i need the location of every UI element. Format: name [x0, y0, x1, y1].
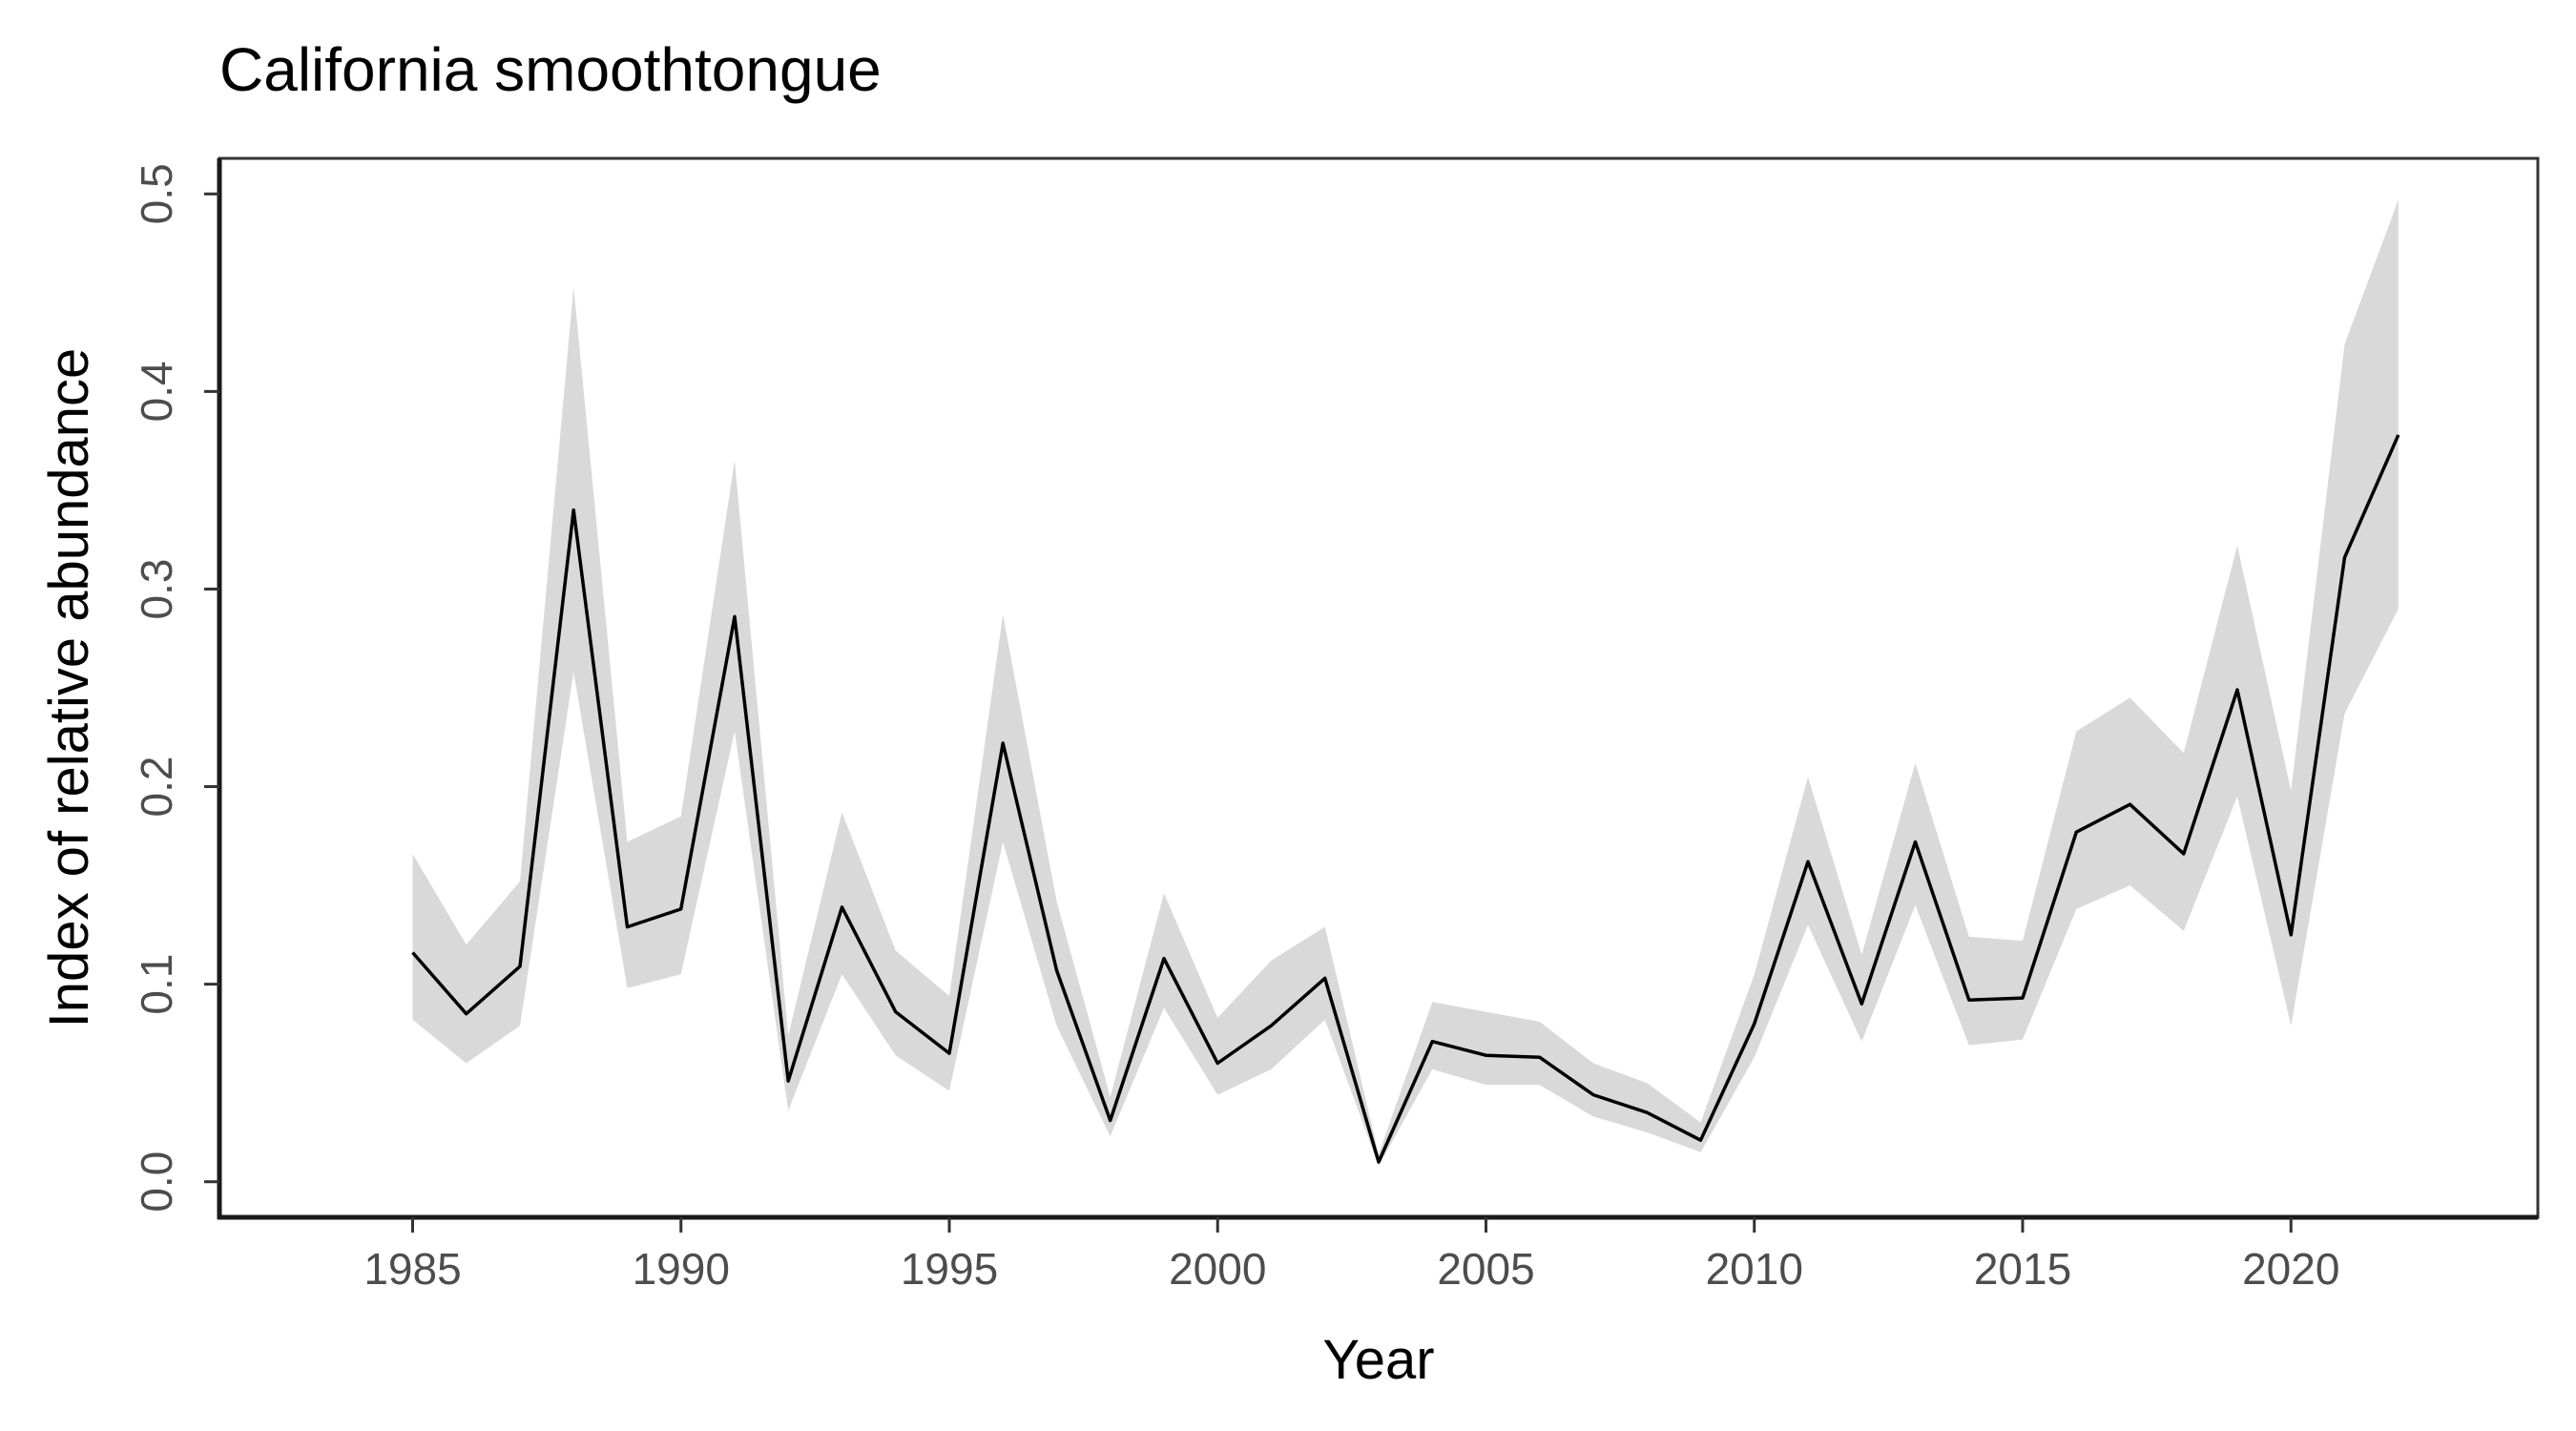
index-line	[411, 434, 2400, 1164]
chart-title: California smoothtongue	[219, 35, 882, 104]
x-tick-label-2015: 2015	[1974, 1244, 2071, 1294]
confidence-band	[412, 199, 2399, 1167]
confidence-band-layer	[412, 199, 2399, 1167]
x-tick-label-2000: 2000	[1169, 1244, 1266, 1294]
y-tick-label-0.4: 0.4	[132, 361, 181, 422]
y-axis: 0.0 0.1 0.2 0.3 0.4 0.5	[132, 163, 219, 1213]
y-tick-label-0.0: 0.0	[132, 1151, 181, 1213]
x-tick-label-1990: 1990	[633, 1244, 730, 1294]
x-axis: 1985 1990 1995 2000 2005 2010 2015 2020	[364, 1217, 2339, 1294]
plot-panel	[218, 156, 2540, 1219]
x-tick-label-1995: 1995	[901, 1244, 998, 1294]
y-tick-label-0.2: 0.2	[132, 757, 181, 818]
series-line-layer	[411, 434, 2400, 1164]
x-tick-label-2010: 2010	[1706, 1244, 1803, 1294]
x-axis-title: Year	[1322, 1329, 1434, 1391]
y-tick-label-0.3: 0.3	[132, 559, 181, 620]
x-tick-label-1985: 1985	[364, 1244, 461, 1294]
y-tick-label-0.5: 0.5	[132, 163, 181, 224]
x-tick-label-2005: 2005	[1437, 1244, 1534, 1294]
y-axis-title: Index of relative abundance	[38, 348, 100, 1028]
x-tick-label-2020: 2020	[2242, 1244, 2339, 1294]
y-tick-label-0.1: 0.1	[132, 954, 181, 1015]
